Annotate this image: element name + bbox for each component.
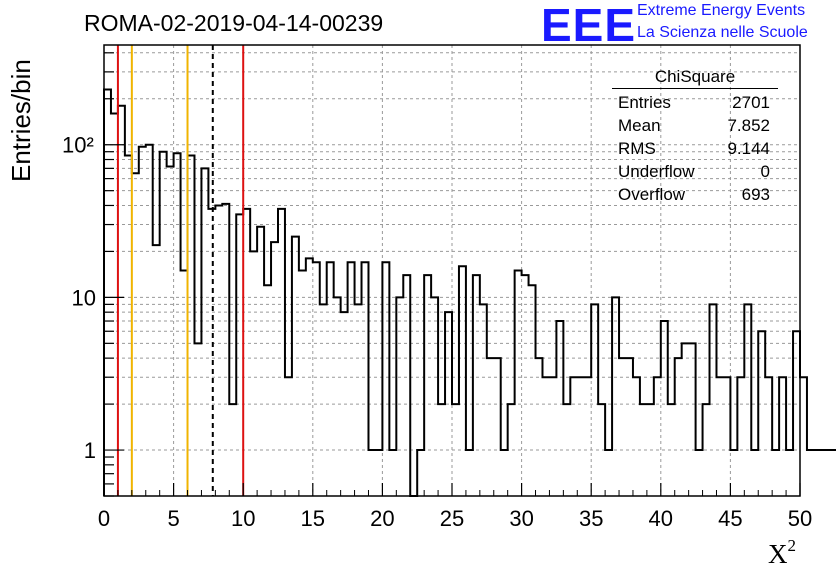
x-tick-label: 35 bbox=[579, 506, 603, 531]
stats-value: 7.852 bbox=[727, 116, 770, 135]
x-tick-label: 20 bbox=[370, 506, 394, 531]
stats-value: 2701 bbox=[732, 93, 770, 112]
chart-title: ROMA-02-2019-04-14-00239 bbox=[84, 10, 384, 36]
histogram-outline bbox=[103, 88, 836, 497]
x-tick-label: 15 bbox=[301, 506, 325, 531]
reference-lines bbox=[116, 45, 245, 496]
stats-title: ChiSquare bbox=[612, 67, 778, 89]
stats-row-underflow: Underflow 0 bbox=[612, 160, 778, 183]
y-axis-label: Entries/bin bbox=[6, 59, 36, 182]
stats-row-mean: Mean 7.852 bbox=[612, 114, 778, 137]
x-tick-label: 5 bbox=[167, 506, 179, 531]
x-tick-label: 40 bbox=[649, 506, 673, 531]
org-name: Extreme Energy Events bbox=[637, 2, 806, 19]
stats-value: 9.144 bbox=[727, 139, 770, 158]
y-tick-label: 10² bbox=[62, 133, 94, 158]
stats-label: Entries bbox=[618, 93, 671, 112]
axes: 0 5 10 15 20 25 30 35 40 45 50 1 10 10² bbox=[62, 52, 812, 531]
stats-label: RMS bbox=[618, 139, 656, 158]
x-tick-label: 45 bbox=[718, 506, 742, 531]
stats-label: Mean bbox=[618, 116, 661, 135]
stats-row-entries: Entries 2701 bbox=[612, 91, 778, 114]
stats-row-overflow: Overflow 693 bbox=[612, 183, 778, 206]
stats-value: 0 bbox=[760, 162, 770, 181]
stats-label: Underflow bbox=[618, 162, 695, 181]
stats-value: 693 bbox=[741, 185, 770, 204]
y-tick-label: 10 bbox=[72, 285, 96, 310]
x-tick-label: 30 bbox=[509, 506, 533, 531]
stats-box: ChiSquare Entries 2701 Mean 7.852 RMS 9.144… bbox=[612, 67, 778, 206]
x-axis-label: X2 bbox=[768, 536, 796, 570]
x-tick-label: 25 bbox=[440, 506, 464, 531]
x-tick-label: 50 bbox=[788, 506, 812, 531]
x-axis-label-superscript: 2 bbox=[787, 536, 797, 555]
x-tick-label: 0 bbox=[98, 506, 110, 531]
x-tick-label: 10 bbox=[231, 506, 255, 531]
eee-logo: EEE bbox=[541, 0, 637, 51]
stats-row-rms: RMS 9.144 bbox=[612, 137, 778, 160]
y-tick-label: 1 bbox=[84, 438, 96, 463]
stats-label: Overflow bbox=[618, 185, 686, 204]
histogram bbox=[103, 88, 836, 497]
x-axis-label-symbol: X bbox=[768, 539, 788, 569]
org-subtitle: La Scienza nelle Scuole bbox=[637, 24, 808, 41]
